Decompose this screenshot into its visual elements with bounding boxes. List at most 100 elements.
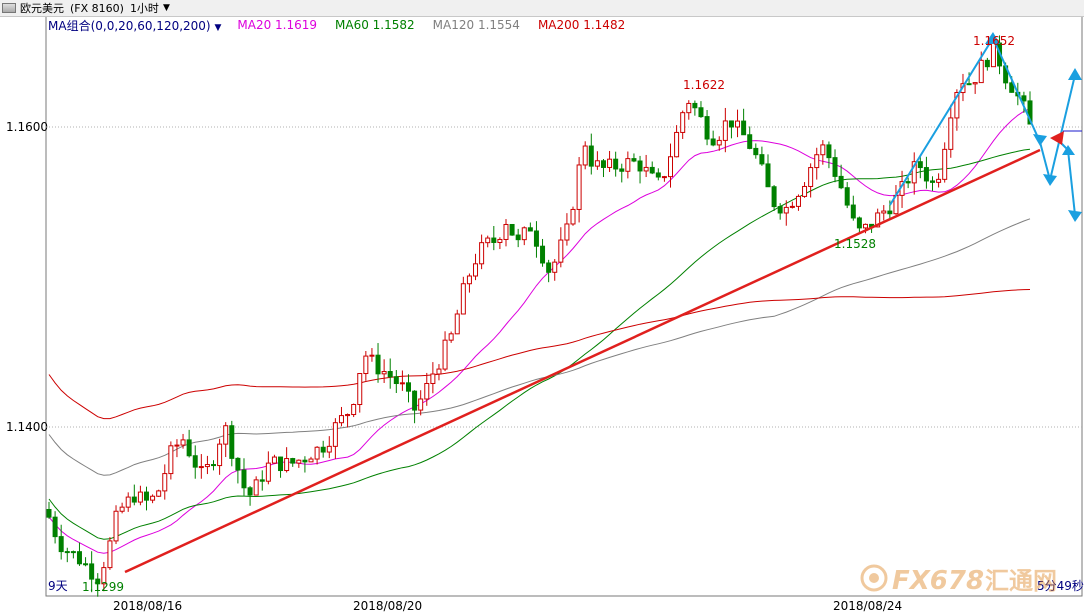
candlestick (387, 358, 393, 389)
ma200-line (48, 289, 1031, 420)
candlestick (217, 438, 223, 475)
candlestick (95, 573, 101, 597)
candlestick (52, 511, 58, 544)
candlestick (271, 454, 277, 464)
candlestick (473, 253, 479, 281)
candlestick (418, 390, 424, 416)
candlestick (856, 216, 862, 235)
candlestick (247, 486, 253, 506)
candlestick (582, 141, 588, 170)
candlestick (284, 447, 290, 473)
candlestick (814, 147, 820, 180)
ma120-label: MA120 1.1554 (432, 18, 520, 32)
candlestick (552, 259, 558, 281)
last-price-marker (1050, 131, 1064, 145)
candlestick (119, 502, 125, 514)
candlestick (454, 309, 460, 335)
candlestick (253, 476, 259, 496)
candlestick (735, 109, 741, 138)
candlestick (412, 390, 418, 424)
candlestick (765, 154, 771, 188)
ma-dropdown-icon[interactable]: ▼ (214, 22, 222, 33)
candlestick (838, 164, 844, 190)
ma-group-selector[interactable]: MA组合(0,0,20,60,120,200) ▼ (48, 18, 222, 33)
candlestick (923, 156, 929, 189)
candlestick (345, 413, 351, 428)
candlestick (808, 163, 814, 198)
trough-label: 1.1528 (834, 237, 876, 251)
candlestick (948, 104, 954, 158)
candlestick (223, 422, 229, 458)
candlestick (594, 151, 600, 170)
svg-text:FX678: FX678 (892, 566, 984, 596)
ma120-line (48, 218, 1031, 476)
candlestick (710, 130, 716, 147)
candlestick (832, 149, 838, 183)
candlestick (485, 235, 491, 248)
candlestick (241, 458, 247, 496)
ma20-label: MA20 1.1619 (237, 18, 318, 32)
candlestick (911, 152, 917, 195)
candlestick (789, 201, 795, 209)
instrument-code: (FX 8160) (70, 1, 124, 15)
candlestick (966, 72, 972, 86)
candlestick (186, 429, 192, 458)
ma60-label: MA60 1.1582 (335, 18, 415, 32)
candlestick (637, 155, 643, 184)
arrow-heads (985, 32, 1082, 222)
candlestick (741, 108, 747, 136)
candlestick (509, 223, 515, 236)
candlestick (265, 451, 271, 485)
candlestick (113, 505, 119, 545)
candlestick (235, 457, 241, 484)
candlestick (600, 158, 606, 178)
candlestick (753, 143, 759, 159)
candlestick (802, 182, 808, 198)
peak-label: 1.1652 (973, 34, 1015, 48)
candlestick (168, 441, 174, 480)
candlestick (668, 143, 674, 188)
candlestick (527, 222, 533, 232)
candlestick (399, 370, 405, 391)
peak-label: 1.1622 (683, 78, 725, 92)
candlestick (972, 82, 978, 94)
candlestick (405, 374, 411, 403)
candlestick (101, 561, 107, 592)
candlestick (64, 547, 70, 563)
candlestick (229, 420, 235, 467)
candlestick (674, 125, 680, 158)
period-dropdown-icon[interactable]: ▼ (162, 3, 170, 13)
candlestick (930, 176, 936, 191)
candlestick (296, 459, 302, 468)
x-tick-label: 2018/08/24 (833, 599, 902, 613)
y-tick-label: 1.1400 (6, 420, 48, 434)
x-tick-label: 2018/08/16 (113, 599, 182, 613)
candlestick (759, 146, 765, 166)
candlestick (497, 237, 503, 250)
chart-window-icon (2, 3, 16, 13)
ma60-line (48, 148, 1031, 540)
candlestick (716, 136, 722, 151)
candlestick (448, 331, 454, 343)
period-selector[interactable]: 1小时 (129, 2, 159, 15)
candlestick (198, 454, 204, 479)
svg-text:汇通网: 汇通网 (985, 567, 1057, 595)
candlestick (89, 551, 95, 593)
candlestick (192, 445, 198, 479)
candlestick (704, 110, 710, 146)
candlestick (174, 439, 180, 458)
candlestick (649, 161, 655, 175)
candlestick (70, 550, 76, 559)
candlestick (442, 331, 448, 372)
candlestick (320, 440, 326, 458)
candlestick (76, 542, 82, 566)
candlestick (881, 205, 887, 221)
candlestick (588, 133, 594, 175)
candlestick (375, 343, 381, 383)
candlestick (777, 203, 783, 220)
candlestick (125, 492, 131, 512)
candlestick (46, 501, 52, 519)
candlestick (393, 370, 399, 394)
candlestick (424, 372, 430, 406)
window-title-bar: 欧元美元 (FX 8160) 1小时 ▼ (0, 0, 1084, 17)
